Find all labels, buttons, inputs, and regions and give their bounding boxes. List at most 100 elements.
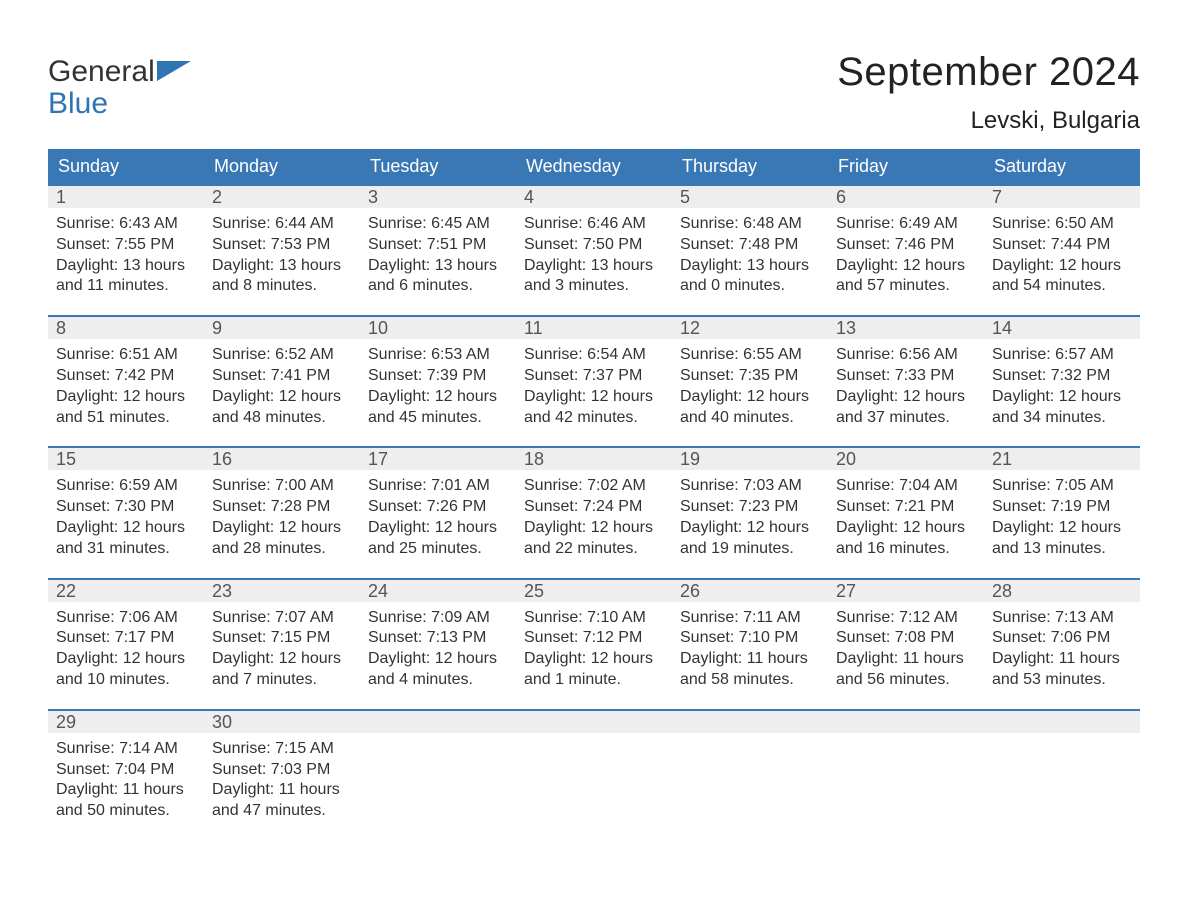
sunset-text: Sunset: 7:17 PM [56,628,196,649]
sunrise-text: Sunrise: 6:48 AM [680,214,820,235]
day-cell [828,711,984,822]
sunrise-text: Sunrise: 6:43 AM [56,214,196,235]
weekday-friday: Friday [828,149,984,184]
sunset-text: Sunset: 7:48 PM [680,235,820,256]
daylight-line-1: Daylight: 13 hours [680,256,820,277]
day-body: Sunrise: 7:06 AMSunset: 7:17 PMDaylight:… [48,602,204,691]
daylight-line-1: Daylight: 12 hours [524,387,664,408]
week-row: 29Sunrise: 7:14 AMSunset: 7:04 PMDayligh… [48,709,1140,822]
daylight-line-1: Daylight: 11 hours [680,649,820,670]
sunrise-text: Sunrise: 7:14 AM [56,739,196,760]
week-row: 15Sunrise: 6:59 AMSunset: 7:30 PMDayligh… [48,446,1140,559]
day-number: 20 [828,448,984,470]
day-cell [516,711,672,822]
day-number: 13 [828,317,984,339]
day-cell: 14Sunrise: 6:57 AMSunset: 7:32 PMDayligh… [984,317,1140,428]
day-cell: 30Sunrise: 7:15 AMSunset: 7:03 PMDayligh… [204,711,360,822]
daylight-line-2: and 25 minutes. [368,539,508,560]
day-number: 1 [48,186,204,208]
brand-logo: General Blue [48,56,191,119]
sunset-text: Sunset: 7:08 PM [836,628,976,649]
daylight-line-1: Daylight: 12 hours [524,649,664,670]
sunset-text: Sunset: 7:46 PM [836,235,976,256]
sunset-text: Sunset: 7:28 PM [212,497,352,518]
day-cell: 15Sunrise: 6:59 AMSunset: 7:30 PMDayligh… [48,448,204,559]
day-number [984,711,1140,733]
day-body: Sunrise: 6:45 AMSunset: 7:51 PMDaylight:… [360,208,516,297]
sunrise-text: Sunrise: 6:51 AM [56,345,196,366]
day-body: Sunrise: 6:51 AMSunset: 7:42 PMDaylight:… [48,339,204,428]
daylight-line-2: and 13 minutes. [992,539,1132,560]
day-cell: 10Sunrise: 6:53 AMSunset: 7:39 PMDayligh… [360,317,516,428]
day-cell [672,711,828,822]
daylight-line-1: Daylight: 13 hours [368,256,508,277]
day-cell: 25Sunrise: 7:10 AMSunset: 7:12 PMDayligh… [516,580,672,691]
week-row: 22Sunrise: 7:06 AMSunset: 7:17 PMDayligh… [48,578,1140,691]
daylight-line-2: and 11 minutes. [56,276,196,297]
day-cell: 16Sunrise: 7:00 AMSunset: 7:28 PMDayligh… [204,448,360,559]
day-cell: 29Sunrise: 7:14 AMSunset: 7:04 PMDayligh… [48,711,204,822]
daylight-line-2: and 54 minutes. [992,276,1132,297]
day-cell: 28Sunrise: 7:13 AMSunset: 7:06 PMDayligh… [984,580,1140,691]
daylight-line-2: and 57 minutes. [836,276,976,297]
weeks-container: 1 Sunrise: 6:43 AMSunset: 7:55 PM Daylight… [48,184,1140,822]
brand-text: General Blue [48,56,191,119]
sunset-text: Sunset: 7:55 PM [56,235,196,256]
sunset-text: Sunset: 7:21 PM [836,497,976,518]
daylight-line-1: Daylight: 12 hours [212,387,352,408]
daylight-line-1: Daylight: 12 hours [56,387,196,408]
daylight-line-2: and 56 minutes. [836,670,976,691]
sunrise-text: Sunrise: 7:11 AM [680,608,820,629]
sunrise-text: Sunrise: 6:49 AM [836,214,976,235]
daylight-line-1: Daylight: 12 hours [680,387,820,408]
daylight-line-1: Daylight: 12 hours [368,649,508,670]
month-title: September 2024 [837,50,1140,95]
daylight-line-1: Daylight: 12 hours [368,387,508,408]
day-cell: 13Sunrise: 6:56 AMSunset: 7:33 PMDayligh… [828,317,984,428]
sunrise-text: Sunrise: 6:50 AM [992,214,1132,235]
day-body: Sunrise: 7:14 AMSunset: 7:04 PMDaylight:… [48,733,204,822]
day-number: 30 [204,711,360,733]
daylight-line-2: and 45 minutes. [368,408,508,429]
daylight-line-2: and 1 minute. [524,670,664,691]
day-cell: 2Sunrise: 6:44 AMSunset: 7:53 PMDaylight… [204,186,360,297]
daylight-line-1: Daylight: 13 hours [212,256,352,277]
sunrise-text: Sunrise: 6:46 AM [524,214,664,235]
week-row: 8Sunrise: 6:51 AMSunset: 7:42 PMDaylight… [48,315,1140,428]
daylight-line-2: and 50 minutes. [56,801,196,822]
header: General Blue September 2024 Levski, Bulg… [48,50,1140,135]
day-body [984,733,1140,743]
sunset-text: Sunset: 7:19 PM [992,497,1132,518]
sunrise-text: Sunrise: 7:05 AM [992,476,1132,497]
daylight-line-1: Daylight: 11 hours [212,780,352,801]
day-body: Sunrise: 7:02 AMSunset: 7:24 PMDaylight:… [516,470,672,559]
sunset-text: Sunset: 7:03 PM [212,760,352,781]
brand-word-2: Blue [48,87,108,120]
weekday-thursday: Thursday [672,149,828,184]
day-body: Sunrise: 6:48 AMSunset: 7:48 PMDaylight:… [672,208,828,297]
day-cell: 6Sunrise: 6:49 AMSunset: 7:46 PMDaylight… [828,186,984,297]
sunrise-text: Sunrise: 6:52 AM [212,345,352,366]
day-cell: 5Sunrise: 6:48 AMSunset: 7:48 PMDaylight… [672,186,828,297]
daylight-line-1: Daylight: 11 hours [56,780,196,801]
sunrise-text: Sunrise: 6:59 AM [56,476,196,497]
day-cell: 24Sunrise: 7:09 AMSunset: 7:13 PMDayligh… [360,580,516,691]
sunrise-text: Sunrise: 6:55 AM [680,345,820,366]
sunrise-text: Sunrise: 6:44 AM [212,214,352,235]
day-cell: 3Sunrise: 6:45 AMSunset: 7:51 PMDaylight… [360,186,516,297]
day-number: 10 [360,317,516,339]
daylight-line-1: Daylight: 12 hours [992,256,1132,277]
day-body: Sunrise: 6:59 AMSunset: 7:30 PMDaylight:… [48,470,204,559]
daylight-line-2: and 19 minutes. [680,539,820,560]
day-cell: 23Sunrise: 7:07 AMSunset: 7:15 PMDayligh… [204,580,360,691]
day-body: Sunrise: 6:46 AMSunset: 7:50 PMDaylight:… [516,208,672,297]
daylight-line-1: Daylight: 12 hours [212,649,352,670]
day-body: Sunrise: 7:07 AMSunset: 7:15 PMDaylight:… [204,602,360,691]
sunset-text: Sunset: 7:15 PM [212,628,352,649]
sunset-text: Sunset: 7:50 PM [524,235,664,256]
daylight-line-1: Daylight: 12 hours [992,387,1132,408]
day-body: Sunrise: 7:00 AMSunset: 7:28 PMDaylight:… [204,470,360,559]
day-number: 2 [204,186,360,208]
sunset-text: Sunset: 7:33 PM [836,366,976,387]
daylight-line-1: Daylight: 12 hours [680,518,820,539]
